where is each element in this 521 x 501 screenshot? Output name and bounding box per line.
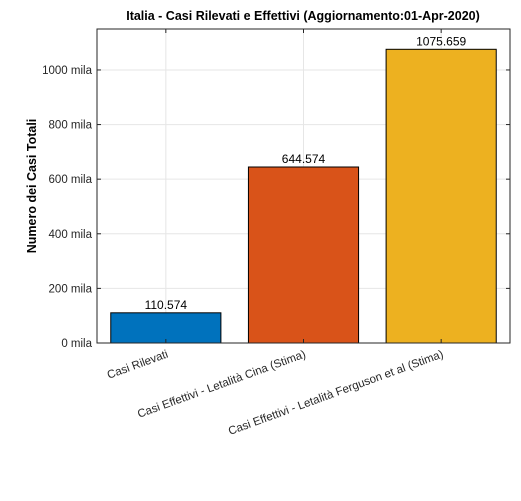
data-label: 1075.659 (416, 34, 466, 48)
y-tick-label: 400 mila (49, 229, 93, 241)
data-labels: 110.574 644.574 1075.659 (145, 34, 467, 312)
y-tick-label: 1000 mila (42, 65, 92, 77)
x-tick-label: Casi Rilevati (106, 349, 170, 382)
bars (110, 48, 497, 344)
y-tick-label: 600 mila (49, 174, 93, 186)
y-tick-label: 800 mila (49, 120, 93, 132)
y-tick-label: 0 mila (61, 338, 92, 350)
bar (247, 166, 360, 344)
data-label: 644.574 (282, 152, 326, 166)
data-label: 110.574 (145, 298, 188, 312)
y-axis-label: Numero dei Casi Totali (25, 119, 39, 254)
bar (385, 48, 497, 344)
chart-title: Italia - Casi Rilevati e Effettivi (Aggi… (126, 9, 480, 23)
bar (110, 312, 222, 344)
y-axis-ticks: 0 mila 200 mila 400 mila 600 mila 800 mila 10… (42, 65, 510, 350)
x-tick-label: Casi Effettivi - Letalità Ferguson et al… (227, 348, 445, 437)
y-tick-label: 200 mila (49, 283, 93, 295)
